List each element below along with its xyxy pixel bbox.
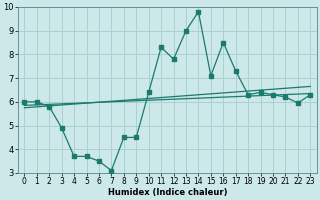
X-axis label: Humidex (Indice chaleur): Humidex (Indice chaleur) (108, 188, 227, 197)
